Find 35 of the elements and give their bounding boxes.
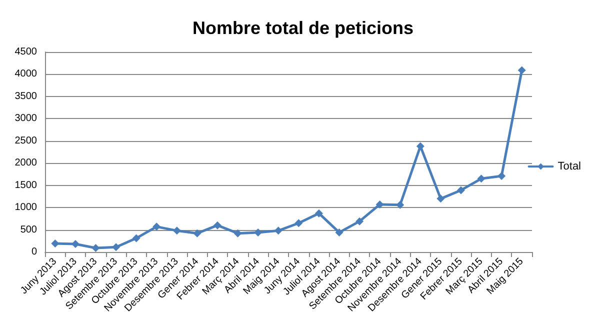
y-tick-label: 1500 <box>14 180 38 191</box>
y-tick-label: 0 <box>31 246 38 258</box>
legend-label: Total <box>558 160 582 172</box>
y-tick-label: 3000 <box>14 113 38 124</box>
point <box>51 240 60 248</box>
point <box>234 229 242 238</box>
y-tick-label: 1000 <box>14 202 38 214</box>
point <box>477 174 486 183</box>
point <box>152 222 161 231</box>
point <box>294 219 303 228</box>
point <box>518 66 526 74</box>
point <box>92 244 100 252</box>
y-tick-label: 500 <box>20 224 38 236</box>
point <box>376 200 384 208</box>
point <box>112 243 120 252</box>
point <box>356 217 364 226</box>
point <box>416 142 424 150</box>
y-tick-label: 2500 <box>14 135 38 146</box>
point <box>335 228 344 236</box>
point <box>132 234 140 242</box>
y-tick-label: 4500 <box>14 46 38 58</box>
point <box>213 221 222 230</box>
point <box>436 194 445 203</box>
point <box>172 226 181 235</box>
point <box>498 172 506 180</box>
y-tick-label: 2000 <box>14 158 38 169</box>
point <box>254 228 262 236</box>
point <box>314 209 323 218</box>
y-tick-label: 4000 <box>14 68 38 80</box>
point <box>193 229 202 238</box>
chart-title: Nombre total de peticions <box>192 18 414 38</box>
point <box>274 226 282 235</box>
point <box>396 200 404 209</box>
point <box>456 186 465 194</box>
y-tick-label: 3500 <box>14 90 38 102</box>
